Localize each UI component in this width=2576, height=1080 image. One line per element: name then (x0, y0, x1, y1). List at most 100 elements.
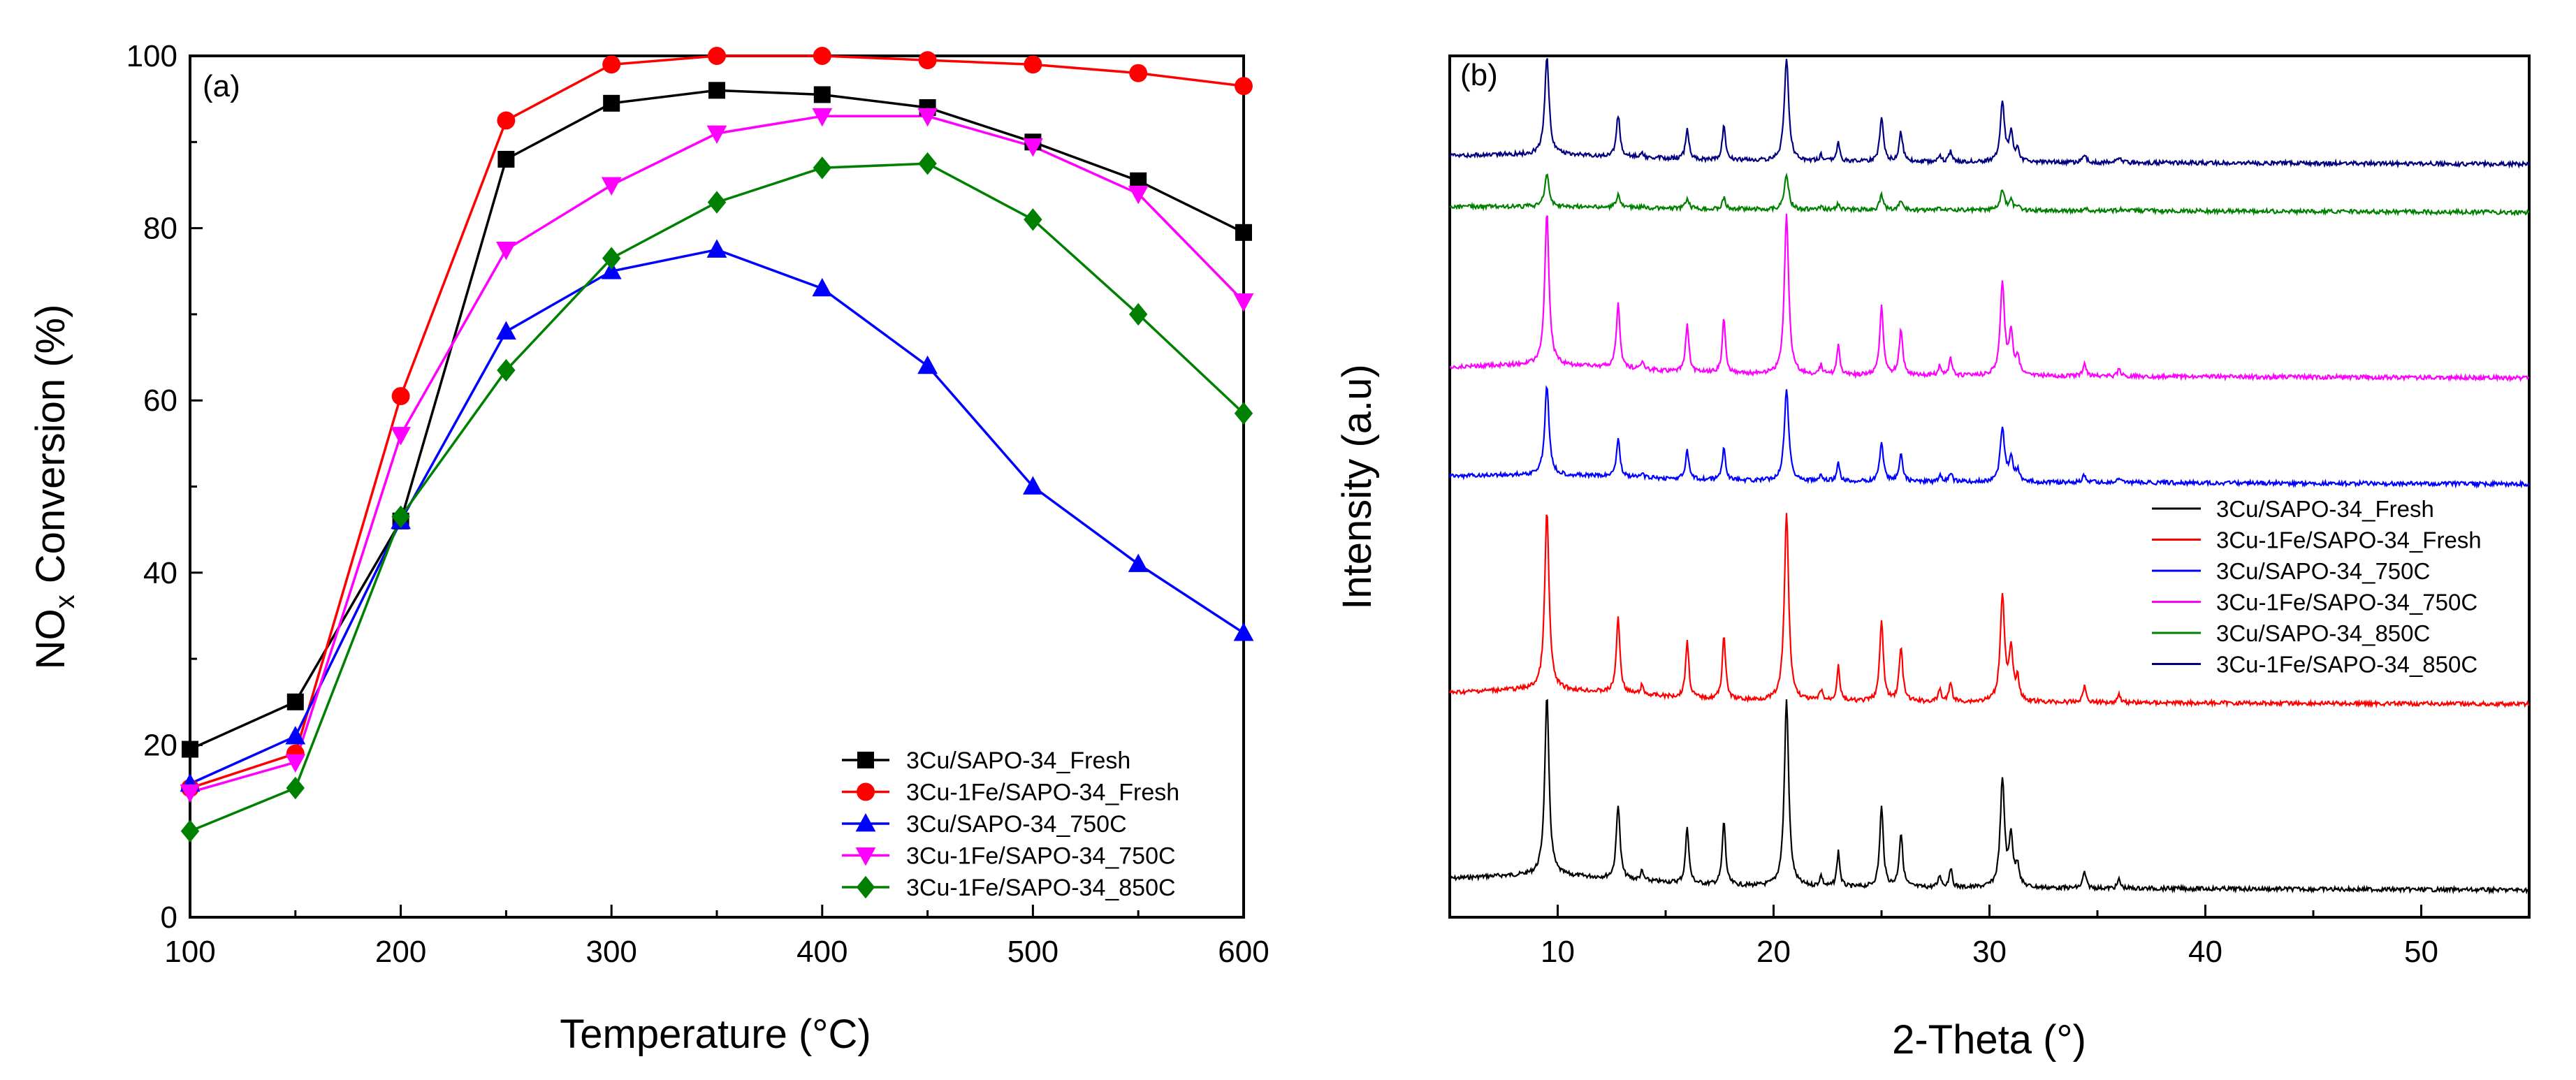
y-tick-label: 40 (143, 556, 177, 590)
x-tick-label: 50 (2404, 935, 2438, 969)
xrd-pattern-3cu-1fe-sapo-34-fresh (1448, 513, 2530, 709)
y-tick-label: 100 (126, 39, 177, 73)
panel-a-conversion-chart: 100 200 300 400 500 600 0 20 40 60 80 100 (a) Tempe… (28, 39, 1269, 1057)
data-point-3cu-sapo-34-750c (285, 726, 306, 745)
data-point-3cu-sapo-34-fresh (603, 94, 620, 112)
data-point-3cu-1fe-sapo-34-850c (391, 505, 410, 528)
data-point-3cu-1fe-sapo-34-750c (812, 108, 833, 127)
legend-label-3cu-1fe-sapo-34-750c: 3Cu-1Fe/SAPO-34_750C (2216, 590, 2477, 615)
x-tick-label: 40 (2188, 935, 2222, 969)
legend-label-3cu-sapo-34-fresh: 3Cu/SAPO-34_Fresh (2216, 496, 2434, 522)
data-point-3cu-1fe-sapo-34-fresh (708, 47, 726, 65)
panel-a-x-axis-title: Temperature (°C) (560, 1012, 871, 1057)
data-point-3cu-1fe-sapo-34-750c (917, 108, 938, 127)
series-line-3cu-1fe-sapo-34-850c (189, 162, 1245, 833)
legend-label-3cu-sapo-34-750c: 3Cu/SAPO-34_750C (2216, 558, 2430, 584)
panel-b-x-axis-title: 2-Theta (°) (1892, 1017, 2086, 1063)
data-point-3cu-1fe-sapo-34-750c (601, 177, 622, 196)
legend-label-3cu-1fe-sapo-34-fresh: 3Cu-1Fe/SAPO-34_Fresh (906, 780, 1179, 806)
data-point-3cu-1fe-sapo-34-850c (1024, 208, 1042, 231)
data-point-3cu-sapo-34-fresh (497, 150, 515, 168)
xrd-pattern-3cu-sapo-34-fresh (1449, 699, 2530, 895)
data-point-3cu-1fe-sapo-34-750c (391, 427, 411, 446)
y-axis-title-rest: Conversion (%) (28, 305, 73, 595)
x-tick-label: 200 (375, 935, 426, 969)
data-point-3cu-sapo-34-750c (706, 239, 727, 258)
y-tick-label: 0 (161, 900, 177, 935)
series-line-3cu-1fe-sapo-34-fresh (189, 54, 1244, 789)
data-point-3cu-sapo-34-750c (601, 261, 622, 279)
legend-label-3cu-sapo-34-750c: 3Cu/SAPO-34_750C (906, 811, 1127, 838)
panel-b-xrd-chart: 10 20 30 40 50 (b) 2-Theta (°) Intensity (a.… (1334, 54, 2531, 1063)
legend-label-3cu-1fe-sapo-34-750c: 3Cu-1Fe/SAPO-34_750C (906, 843, 1176, 870)
data-point-3cu-1fe-sapo-34-850c (707, 191, 727, 214)
panel-a-series-markers (180, 47, 1254, 842)
panel-a-y-axis-title: NOx Conversion (%) (28, 305, 80, 670)
panel-a-series-lines (189, 54, 1245, 833)
data-point-3cu-sapo-34-750c (917, 355, 938, 374)
x-tick-label: 600 (1218, 935, 1269, 969)
legend-label-3cu-sapo-34-850c: 3Cu/SAPO-34_850C (2216, 620, 2430, 646)
data-point-3cu-sapo-34-fresh (182, 740, 198, 758)
legend-marker (857, 752, 874, 768)
y-axis-title-no: NO (28, 608, 73, 669)
data-point-3cu-1fe-sapo-34-750c (1128, 185, 1149, 205)
legend-marker (856, 875, 875, 899)
data-point-3cu-1fe-sapo-34-750c (706, 125, 727, 144)
legend-marker (857, 782, 875, 801)
data-point-3cu-1fe-sapo-34-fresh (918, 51, 937, 70)
x-tick-label: 100 (164, 935, 215, 969)
panel-b-y-axis-title: Intensity (a.u) (1334, 364, 1380, 609)
data-point-3cu-1fe-sapo-34-850c (918, 152, 937, 175)
legend-label-3cu-sapo-34-fresh: 3Cu/SAPO-34_Fresh (906, 747, 1130, 774)
data-point-3cu-sapo-34-fresh (708, 82, 725, 99)
y-tick-label: 80 (143, 212, 177, 246)
data-point-3cu-sapo-34-750c (496, 321, 516, 340)
data-point-3cu-sapo-34-fresh (1235, 224, 1252, 241)
xrd-pattern-3cu-1fe-sapo-34-850c (1448, 58, 2531, 169)
x-tick-label: 300 (585, 935, 636, 969)
series-line-3cu-1fe-sapo-34-750c (189, 115, 1245, 794)
data-point-3cu-1fe-sapo-34-fresh (497, 111, 516, 130)
data-point-3cu-sapo-34-750c (812, 277, 833, 297)
data-point-3cu-sapo-34-750c (1128, 553, 1149, 572)
data-point-3cu-1fe-sapo-34-750c (285, 754, 306, 773)
x-tick-label: 20 (1756, 935, 1791, 969)
data-point-3cu-sapo-34-fresh (286, 693, 304, 710)
data-point-3cu-1fe-sapo-34-750c (496, 242, 516, 261)
panel-b-plot-frame (1448, 54, 2531, 919)
legend-label-3cu-1fe-sapo-34-850c: 3Cu-1Fe/SAPO-34_850C (2216, 652, 2477, 678)
panel-a-ticks: 100 200 300 400 500 600 0 20 40 60 80 100 (126, 39, 1269, 969)
xrd-pattern-3cu-sapo-34-850c (1449, 172, 2530, 217)
data-point-3cu-1fe-sapo-34-fresh (602, 55, 621, 74)
panel-a-label: (a) (203, 69, 240, 103)
x-tick-label: 500 (1007, 935, 1058, 969)
data-point-3cu-sapo-34-750c (1233, 622, 1254, 641)
y-tick-label: 20 (143, 728, 177, 762)
data-point-3cu-1fe-sapo-34-750c (180, 784, 201, 803)
panel-b-ticks: 10 20 30 40 50 (1541, 905, 2438, 969)
data-point-3cu-1fe-sapo-34-850c (180, 819, 200, 842)
panel-a-legend: 3Cu/SAPO-34_Fresh 3Cu-1Fe/SAPO-34_Fresh 3C… (842, 747, 1179, 901)
xrd-pattern-3cu-sapo-34-750c (1448, 385, 2530, 489)
data-point-3cu-1fe-sapo-34-fresh (813, 47, 831, 65)
panel-b-series-lines (1448, 58, 2531, 895)
legend-marker (855, 847, 876, 866)
data-point-3cu-sapo-34-fresh (813, 86, 831, 103)
data-point-3cu-1fe-sapo-34-850c (497, 358, 516, 382)
data-point-3cu-1fe-sapo-34-850c (602, 247, 621, 270)
data-point-3cu-1fe-sapo-34-750c (1023, 138, 1043, 157)
data-point-3cu-1fe-sapo-34-fresh (1235, 77, 1253, 96)
series-line-3cu-sapo-34-750c (189, 248, 1244, 785)
data-point-3cu-1fe-sapo-34-fresh (1129, 64, 1148, 82)
x-tick-label: 400 (796, 935, 847, 969)
panel-b-label: (b) (1460, 58, 1498, 92)
data-point-3cu-1fe-sapo-34-850c (1234, 402, 1253, 425)
x-tick-label: 30 (1972, 935, 2007, 969)
data-point-3cu-1fe-sapo-34-850c (286, 776, 305, 800)
data-point-3cu-sapo-34-750c (1023, 476, 1043, 495)
y-axis-title-subscript-x: x (50, 594, 80, 608)
data-point-3cu-1fe-sapo-34-850c (1129, 302, 1148, 326)
legend-label-3cu-1fe-sapo-34-850c: 3Cu-1Fe/SAPO-34_850C (906, 875, 1176, 901)
